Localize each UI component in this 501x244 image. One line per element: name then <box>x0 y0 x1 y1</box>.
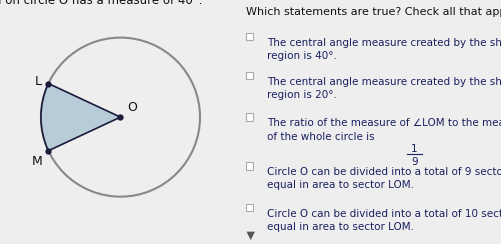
Text: M: M <box>31 155 42 168</box>
Text: The ratio of the measure of ∠LOM to the measure
of the whole circle is: The ratio of the measure of ∠LOM to the … <box>267 118 501 142</box>
Text: L: L <box>35 75 42 88</box>
Bar <box>245 113 252 121</box>
Bar <box>245 72 252 79</box>
Wedge shape <box>41 83 120 151</box>
Bar <box>245 162 252 170</box>
Text: The central angle measure created by the shaded
region is 20°.: The central angle measure created by the… <box>267 77 501 100</box>
Bar <box>245 204 252 211</box>
Text: Circle O can be divided into a total of 9 sectors
equal in area to sector LOM.: Circle O can be divided into a total of … <box>267 167 501 190</box>
Text: 1: 1 <box>410 144 417 154</box>
Bar <box>245 33 252 40</box>
Text: O: O <box>127 101 136 114</box>
Text: Arc LM on circle O has a measure of 40°.: Arc LM on circle O has a measure of 40°. <box>0 0 202 7</box>
Text: The central angle measure created by the shaded
region is 40°.: The central angle measure created by the… <box>267 38 501 61</box>
Text: ▲: ▲ <box>246 229 255 239</box>
Text: Circle O can be divided into a total of 10 sectors
equal in area to sector LOM.: Circle O can be divided into a total of … <box>267 209 501 232</box>
Text: 9: 9 <box>410 157 417 167</box>
Text: Which statements are true? Check all that apply.: Which statements are true? Check all tha… <box>245 7 501 17</box>
